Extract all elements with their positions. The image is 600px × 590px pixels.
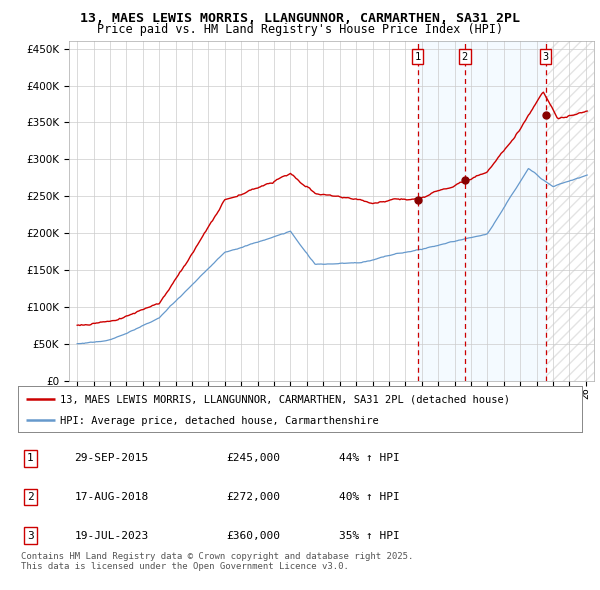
Text: £360,000: £360,000: [227, 531, 281, 541]
Text: 1: 1: [27, 453, 34, 463]
Text: HPI: Average price, detached house, Carmarthenshire: HPI: Average price, detached house, Carm…: [60, 416, 379, 426]
Text: 19-JUL-2023: 19-JUL-2023: [74, 531, 149, 541]
Bar: [545, 41, 594, 381]
Text: 17-AUG-2018: 17-AUG-2018: [74, 492, 149, 502]
Text: £272,000: £272,000: [227, 492, 281, 502]
Text: 1: 1: [415, 51, 421, 61]
Bar: [545, 41, 594, 381]
Text: 35% ↑ HPI: 35% ↑ HPI: [340, 531, 400, 541]
Text: £245,000: £245,000: [227, 453, 281, 463]
Bar: [418, 41, 545, 381]
Text: Contains HM Land Registry data © Crown copyright and database right 2025.
This d: Contains HM Land Registry data © Crown c…: [21, 552, 413, 571]
Text: Price paid vs. HM Land Registry's House Price Index (HPI): Price paid vs. HM Land Registry's House …: [97, 23, 503, 36]
Text: 29-SEP-2015: 29-SEP-2015: [74, 453, 149, 463]
Text: 2: 2: [27, 492, 34, 502]
Text: 13, MAES LEWIS MORRIS, LLANGUNNOR, CARMARTHEN, SA31 2PL (detached house): 13, MAES LEWIS MORRIS, LLANGUNNOR, CARMA…: [60, 394, 510, 404]
Text: 13, MAES LEWIS MORRIS, LLANGUNNOR, CARMARTHEN, SA31 2PL: 13, MAES LEWIS MORRIS, LLANGUNNOR, CARMA…: [80, 12, 520, 25]
Text: 2: 2: [461, 51, 468, 61]
Text: 44% ↑ HPI: 44% ↑ HPI: [340, 453, 400, 463]
Text: 40% ↑ HPI: 40% ↑ HPI: [340, 492, 400, 502]
Text: 3: 3: [27, 531, 34, 541]
Text: 3: 3: [542, 51, 549, 61]
